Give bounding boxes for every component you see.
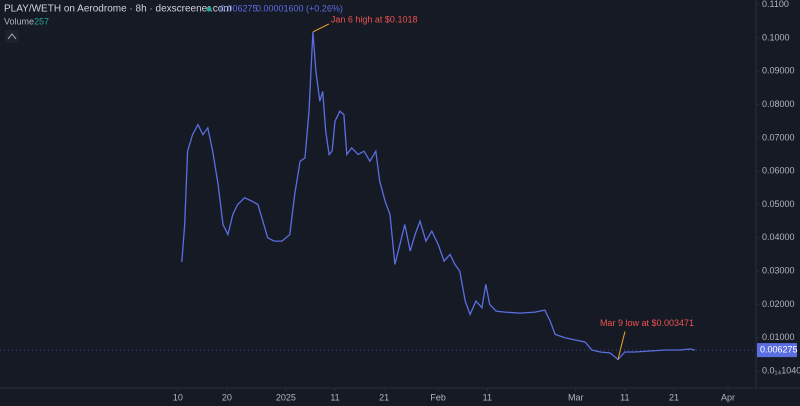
annotation: Mar 9 low at $0.003471 <box>600 318 694 328</box>
x-tick-label: 11 <box>330 392 339 402</box>
current-price-box <box>757 343 797 358</box>
x-tick-label: 2025 <box>276 392 296 402</box>
y-tick-label: 0.0₁₄1040 <box>762 365 800 375</box>
x-tick-label: 11 <box>620 392 629 402</box>
chart-title: PLAY/WETH on Aerodrome · 8h · dexscreene… <box>4 4 232 15</box>
y-tick-label: 0.1100 <box>762 0 789 9</box>
y-tick-label: 0.03000 <box>762 265 795 275</box>
collapse-button[interactable] <box>5 30 19 43</box>
y-tick-label: 0.01000 <box>762 332 795 342</box>
annotation-arrow <box>617 331 626 360</box>
x-tick-label: 11 <box>483 392 492 402</box>
y-tick-label: 0.02000 <box>762 299 795 309</box>
status-dot <box>206 6 212 12</box>
x-tick-label: Mar <box>568 392 584 402</box>
x-tick-label: 20 <box>222 392 232 402</box>
x-tick-label: 10 <box>173 392 183 402</box>
x-tick-label: Apr <box>721 392 735 402</box>
volume-label: Volume <box>4 16 34 26</box>
current-price-label: 0.006275 <box>760 344 798 354</box>
y-tick-label: 0.07000 <box>762 132 795 142</box>
collapse-icon <box>7 33 17 40</box>
y-tick-label: 0.08000 <box>762 99 795 109</box>
y-tick-label: 0.09000 <box>762 66 795 76</box>
x-tick-label: 21 <box>669 392 679 402</box>
y-tick-label: 0.1000 <box>762 32 790 42</box>
annotation-arrow <box>312 23 330 33</box>
volume-value: 257 <box>34 16 49 26</box>
x-tick-label: 21 <box>379 392 389 402</box>
header-price: 0.006275 <box>220 3 258 13</box>
annotation: Jan 6 high at $0.1018 <box>331 14 418 24</box>
y-tick-label: 0.04000 <box>762 232 795 242</box>
header-change: 0.00001600 (+0.26%) <box>256 3 343 13</box>
price-line <box>181 31 696 361</box>
x-tick-label: Feb <box>430 392 446 402</box>
y-tick-label: 0.05000 <box>762 199 795 209</box>
y-tick-label: 0.06000 <box>762 166 795 176</box>
